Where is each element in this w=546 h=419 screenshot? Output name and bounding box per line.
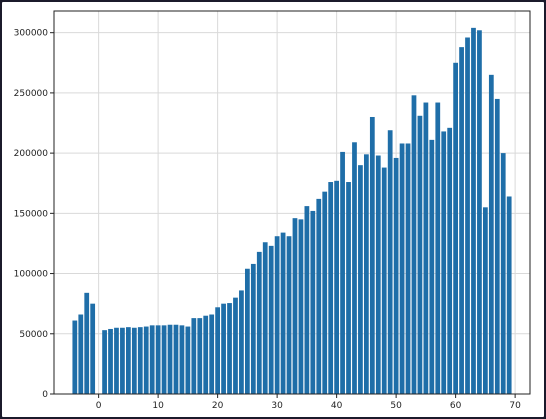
axes-frame — [53, 10, 531, 395]
bar-55 — [405, 143, 411, 394]
bar-65 — [465, 37, 470, 394]
bar-18 — [185, 326, 191, 394]
bar-62 — [447, 127, 453, 395]
y-tick-label-5: 250000 — [14, 89, 49, 99]
x-tick-label-4: 40 — [331, 401, 343, 411]
bar-14 — [161, 325, 167, 394]
bar-35 — [286, 236, 292, 394]
bar-43 — [334, 180, 340, 394]
bar-42 — [328, 182, 334, 394]
bar-27 — [239, 290, 244, 394]
bar-51 — [381, 167, 387, 394]
x-tick-label-6: 60 — [450, 401, 462, 411]
bar-0 — [72, 320, 78, 394]
bar-3 — [90, 303, 96, 394]
bar-30 — [256, 251, 262, 394]
bar-56 — [411, 95, 417, 395]
bar-19 — [191, 318, 197, 394]
bar-5 — [108, 328, 113, 394]
bar-50 — [375, 155, 381, 394]
y-tick-label-4: 200000 — [14, 149, 49, 159]
bar-39 — [310, 210, 316, 394]
bar-6 — [114, 327, 119, 394]
bar-54 — [399, 143, 405, 394]
bar-52 — [387, 130, 393, 395]
bar-9 — [131, 327, 137, 394]
y-tick-label-0: 0 — [42, 390, 48, 400]
bar-64 — [459, 47, 464, 394]
bar-46 — [352, 142, 357, 394]
x-tick-label-3: 30 — [271, 401, 283, 411]
plot-area — [54, 11, 530, 394]
x-tick-label-7: 70 — [509, 401, 521, 411]
bar-34 — [280, 232, 286, 394]
bar-24 — [221, 303, 226, 394]
bar-60 — [435, 102, 441, 394]
bar-17 — [179, 325, 185, 394]
bar-70 — [494, 98, 500, 394]
x-tick-label-5: 50 — [390, 401, 402, 411]
bar-72 — [506, 196, 512, 394]
bar-71 — [500, 153, 506, 394]
bar-7 — [120, 327, 125, 394]
bar-44 — [340, 151, 345, 394]
bar-63 — [453, 62, 459, 394]
bar-10 — [137, 327, 143, 394]
bar-11 — [143, 326, 149, 394]
x-tick-label-0: 0 — [96, 401, 102, 411]
x-tick-label-2: 20 — [212, 401, 224, 411]
bar-40 — [316, 198, 322, 394]
bar-2 — [84, 292, 90, 394]
bar-22 — [209, 314, 215, 394]
bar-61 — [441, 131, 447, 394]
bar-53 — [393, 157, 399, 394]
bar-4 — [102, 330, 107, 394]
bar-67 — [477, 30, 482, 394]
bar-25 — [227, 303, 232, 394]
bar-21 — [203, 315, 209, 394]
bar-57 — [417, 115, 423, 394]
bar-13 — [155, 325, 161, 394]
bar-47 — [358, 165, 363, 394]
bar-58 — [423, 102, 429, 394]
bar-69 — [488, 74, 494, 394]
bar-20 — [197, 318, 203, 394]
bar-38 — [304, 206, 310, 394]
bar-41 — [322, 191, 328, 394]
bar-26 — [233, 297, 238, 394]
bar-59 — [429, 139, 435, 394]
bar-28 — [244, 268, 250, 394]
bar-31 — [262, 242, 268, 394]
y-tick-label-3: 150000 — [14, 209, 49, 219]
bar-49 — [369, 116, 375, 394]
bar-8 — [125, 327, 131, 394]
bar-37 — [298, 219, 304, 394]
bar-16 — [173, 324, 179, 394]
bar-66 — [471, 27, 476, 395]
y-tick-label-6: 300000 — [14, 29, 49, 39]
bar-36 — [292, 218, 298, 394]
bar-68 — [482, 207, 488, 394]
bar-48 — [363, 154, 369, 394]
bar-1 — [78, 314, 84, 394]
bar-12 — [149, 325, 155, 394]
bar-15 — [167, 324, 173, 394]
bar-32 — [268, 245, 274, 394]
y-tick-label-1: 50000 — [19, 330, 48, 340]
bar-45 — [346, 182, 351, 394]
bar-29 — [250, 263, 256, 394]
bar-23 — [215, 307, 221, 394]
y-tick-label-2: 100000 — [14, 270, 49, 280]
bar-33 — [274, 236, 280, 394]
x-tick-label-1: 10 — [152, 401, 164, 411]
